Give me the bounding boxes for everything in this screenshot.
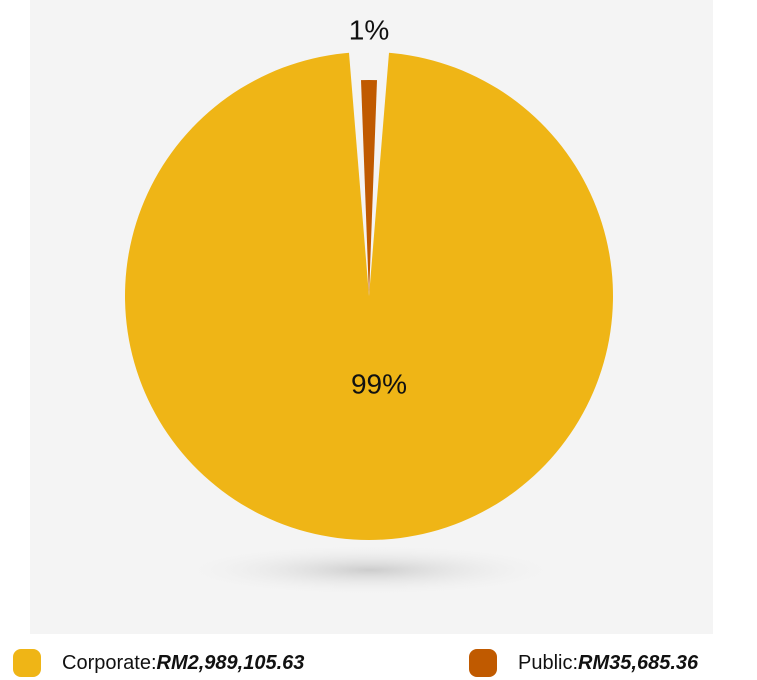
legend-swatch-public — [469, 649, 497, 677]
legend-amount-public: RM35,685.36 — [578, 651, 699, 674]
pie-slices — [124, 50, 613, 540]
legend-item-corporate: Corporate: RM2,989,105.63 — [13, 648, 304, 678]
pie-label-corporate: 99% — [351, 368, 407, 399]
pie-slice-labels: 1% 99% — [349, 14, 407, 399]
chart-legend: Corporate: RM2,989,105.63 Public: RM35,6… — [0, 640, 757, 680]
legend-item-public: Public: RM35,685.36 — [469, 648, 698, 678]
pie-chart: 1% 99% — [124, 14, 613, 596]
legend-separator: : — [150, 651, 157, 674]
legend-swatch-corporate — [13, 649, 41, 677]
legend-label-corporate: Corporate — [62, 651, 151, 674]
pie-slice-public — [360, 80, 378, 297]
pie-slice-corporate — [124, 52, 613, 540]
legend-amount-corporate: RM2,989,105.63 — [156, 651, 305, 674]
legend-separator: : — [572, 651, 579, 674]
legend-label-public: Public — [518, 651, 573, 674]
pie-shadow — [175, 544, 565, 596]
pie-label-public: 1% — [349, 14, 389, 45]
